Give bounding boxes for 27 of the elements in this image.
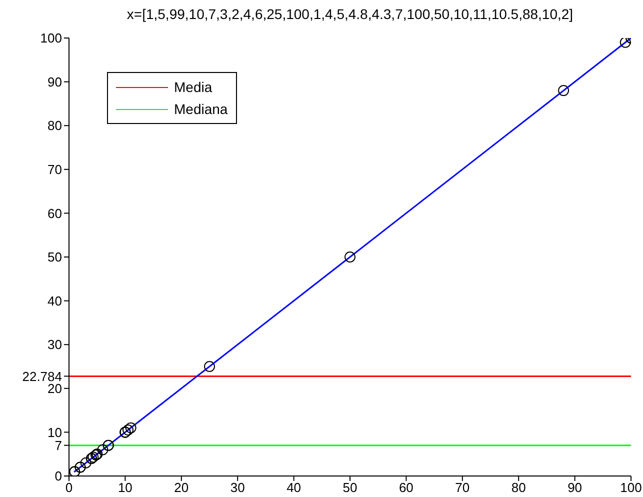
y-tick-label: 90 <box>48 74 62 90</box>
y-tick-label: 60 <box>48 206 62 221</box>
x-tick-label: 10 <box>118 480 132 496</box>
x-tick-label: 80 <box>511 480 526 496</box>
y-tick-label: 80 <box>48 118 62 134</box>
x-tick-label: 100 <box>620 480 642 496</box>
x-tick-label: 60 <box>398 480 414 496</box>
chart-title: x=[1,5,99,10,7,3,2,4,6,25,100,1,4,5,4.8,4.3,7,100,50,10,11,10.5,88,10,2] <box>126 6 574 22</box>
legend-label: Mediana <box>174 101 228 117</box>
x-tick-label: 40 <box>286 480 302 496</box>
x-tick-label: 30 <box>230 480 245 496</box>
y-tick-label: 100 <box>40 30 62 46</box>
y-tick-label: 70 <box>48 162 62 178</box>
y-tick-label: 22.784 <box>22 368 62 384</box>
x-tick-label: 0 <box>65 480 73 496</box>
x-tick-label: 20 <box>174 480 189 496</box>
y-tick-label: 7 <box>54 438 62 453</box>
y-tick-label: 20 <box>48 381 62 396</box>
y-tick-label: 0 <box>54 468 62 484</box>
x-tick-label: 70 <box>455 480 470 496</box>
legend-label: Media <box>174 79 212 95</box>
x-tick-label: 50 <box>342 480 358 496</box>
y-tick-label: 10 <box>48 424 62 440</box>
y-tick-label: 40 <box>48 293 62 308</box>
y-tick-label: 50 <box>48 250 62 265</box>
y-tick-label: 30 <box>48 337 62 352</box>
x-tick-label: 90 <box>568 480 582 496</box>
